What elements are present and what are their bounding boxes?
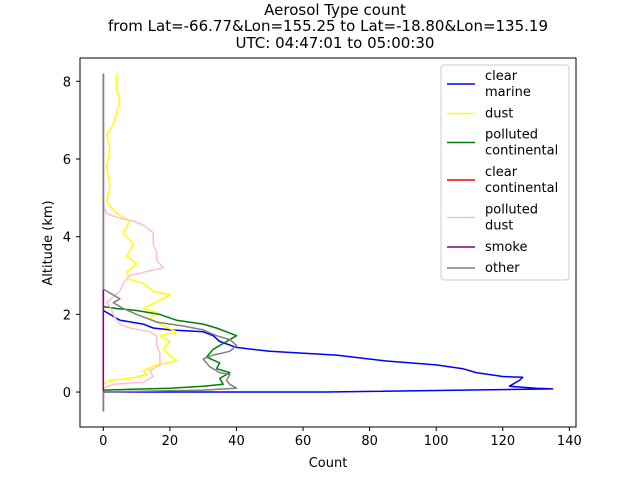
- x-axis: 0 20 40 60 80 100 120 140: [99, 427, 582, 449]
- title-line-2: from Lat=-66.77&Lon=155.25 to Lat=-18.80…: [108, 17, 548, 35]
- x-axis-label: Count: [309, 456, 348, 471]
- x-tick-label: 140: [557, 434, 582, 449]
- y-axis: 0 2 4 6 8: [63, 75, 80, 401]
- legend-entry: other: [485, 261, 520, 276]
- legend-entry: smoke: [485, 240, 527, 255]
- series-line-dust: [102, 73, 178, 412]
- chart-title: Aerosol Type count from Lat=-66.77&Lon=1…: [108, 1, 548, 52]
- title-line-3: UTC: 04:47:01 to 05:00:30: [236, 34, 435, 52]
- y-tick-label: 8: [63, 75, 71, 90]
- legend-frame: [440, 64, 570, 281]
- y-tick-label: 4: [63, 231, 71, 246]
- legend-entry: clear marine: [485, 69, 531, 100]
- legend-entry: polluted dust: [485, 203, 538, 234]
- legend-entry: dust: [485, 107, 513, 122]
- x-tick-label: 120: [490, 434, 515, 449]
- legend-entry: polluted continental: [485, 128, 558, 159]
- x-tick-label: 80: [361, 434, 378, 449]
- series-line-other: [102, 73, 238, 412]
- series-layer: [102, 73, 554, 412]
- series-line-polluted-dust: [102, 73, 164, 412]
- y-tick-label: 6: [63, 153, 71, 168]
- legend: clear marine dust polluted continental clear c…: [440, 64, 570, 281]
- x-tick-label: 20: [162, 434, 179, 449]
- series-line-clear-marine: [102, 73, 554, 412]
- plot-frame: [79, 57, 577, 428]
- x-tick-label: 40: [228, 434, 245, 449]
- series-line-polluted-continental: [102, 73, 238, 412]
- x-tick-label: 0: [99, 434, 107, 449]
- y-tick-label: 2: [63, 308, 71, 323]
- y-tick-label: 0: [63, 386, 71, 401]
- title-line-1: Aerosol Type count: [264, 1, 406, 19]
- y-axis-label: Altitude (km): [41, 200, 56, 285]
- legend-entry: clear continental: [485, 165, 558, 196]
- x-tick-label: 60: [295, 434, 312, 449]
- x-tick-label: 100: [424, 434, 449, 449]
